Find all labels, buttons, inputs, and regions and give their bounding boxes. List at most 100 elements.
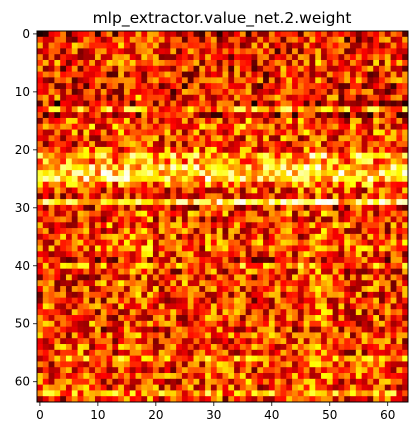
heatmap-cell (141, 204, 148, 212)
heatmap-cell (193, 396, 200, 403)
heatmap-cell (152, 170, 160, 177)
heatmap-cell (245, 175, 252, 183)
heatmap-cell (129, 117, 136, 125)
heatmap-cell (147, 390, 154, 397)
heatmap-cell (48, 31, 55, 38)
heatmap-cell (176, 239, 183, 246)
heatmap-cell (65, 239, 73, 246)
heatmap-cell (303, 344, 310, 351)
heatmap-cell (274, 83, 281, 90)
heatmap-cell (390, 94, 397, 101)
heatmap-cell (367, 129, 374, 136)
heatmap-cell (216, 239, 223, 246)
heatmap-cell (257, 146, 264, 154)
heatmap-cell (199, 129, 206, 136)
heatmap-cell (338, 280, 345, 287)
heatmap-cell (89, 373, 96, 380)
heatmap-cell (129, 349, 136, 357)
heatmap-cell (315, 216, 322, 223)
heatmap-cell (379, 338, 386, 345)
heatmap-cell (402, 216, 409, 223)
heatmap-cell (234, 320, 241, 328)
heatmap-cell (367, 332, 374, 339)
heatmap-cell (367, 373, 374, 380)
heatmap-cell (396, 135, 403, 142)
heatmap-cell (292, 239, 299, 246)
heatmap-cell (141, 170, 148, 177)
heatmap-cell (332, 164, 339, 171)
heatmap-cell (402, 396, 409, 403)
heatmap-cell (297, 100, 305, 107)
heatmap-cell (135, 332, 142, 339)
heatmap-cell (216, 233, 223, 241)
heatmap-cell (42, 274, 49, 281)
heatmap-cell (181, 332, 189, 339)
heatmap-cell (65, 210, 73, 217)
heatmap-cell (94, 42, 102, 49)
heatmap-cell (396, 344, 403, 351)
x-axis: 0 10 20 30 40 50 60 (36, 402, 395, 422)
heatmap-cell (280, 228, 287, 235)
heatmap-cell (326, 222, 334, 229)
heatmap-cell (164, 146, 171, 154)
heatmap-cell (147, 204, 154, 212)
heatmap-cell (135, 193, 142, 200)
heatmap-cell (205, 83, 212, 90)
heatmap-cell (193, 286, 200, 293)
heatmap-cell (147, 158, 154, 165)
heatmap-cell (263, 326, 270, 333)
heatmap-cell (112, 42, 119, 49)
heatmap-cell (71, 396, 78, 403)
heatmap-cell (42, 396, 49, 403)
heatmap-cell (71, 83, 78, 90)
heatmap-cell (373, 390, 380, 397)
heatmap-cell (367, 83, 374, 90)
heatmap-cell (379, 170, 386, 177)
heatmap-cell (181, 228, 189, 235)
y-tick-label: 60 (15, 375, 30, 389)
heatmap-cell (315, 164, 322, 171)
heatmap-cell (135, 216, 142, 223)
heatmap-cell (48, 320, 55, 328)
heatmap-cell (234, 344, 241, 351)
heatmap-cell (210, 204, 218, 212)
heatmap-cell (94, 262, 102, 270)
heatmap-cell (176, 193, 183, 200)
heatmap-cell (355, 135, 363, 142)
heatmap-cell (199, 396, 206, 403)
heatmap-cell (373, 309, 380, 316)
heatmap-cell (268, 355, 276, 362)
heatmap-cell (245, 355, 252, 362)
heatmap-cell (199, 94, 206, 101)
heatmap-cell (118, 199, 125, 206)
heatmap-cell (251, 65, 258, 72)
heatmap-cell (193, 181, 200, 188)
heatmap-cell (303, 135, 310, 142)
heatmap-cell (193, 245, 200, 252)
heatmap-cell (332, 257, 339, 264)
heatmap-cell (257, 129, 264, 136)
heatmap-cell (176, 222, 183, 229)
heatmap-cell (326, 31, 334, 38)
heatmap-cell (280, 31, 287, 38)
heatmap-cell (193, 71, 200, 78)
heatmap-cell (112, 355, 119, 362)
heatmap-cell (234, 332, 241, 339)
heatmap-cell (326, 100, 334, 107)
heatmap-cell (135, 77, 142, 84)
heatmap-cell (152, 291, 160, 299)
heatmap-cell (210, 129, 218, 136)
heatmap-cell (390, 112, 397, 119)
heatmap-cell (158, 262, 165, 270)
heatmap-cell (118, 164, 125, 171)
x-tick-label: 0 (36, 408, 44, 422)
heatmap-cell (60, 94, 67, 101)
heatmap-cell (257, 106, 264, 113)
heatmap-cell (222, 129, 229, 136)
heatmap-cell (315, 187, 322, 194)
heatmap-cell (199, 233, 206, 241)
heatmap-cell (89, 245, 96, 252)
heatmap-cell (54, 193, 61, 200)
heatmap-cell (355, 216, 363, 223)
y-tick-label: 0 (22, 27, 30, 41)
